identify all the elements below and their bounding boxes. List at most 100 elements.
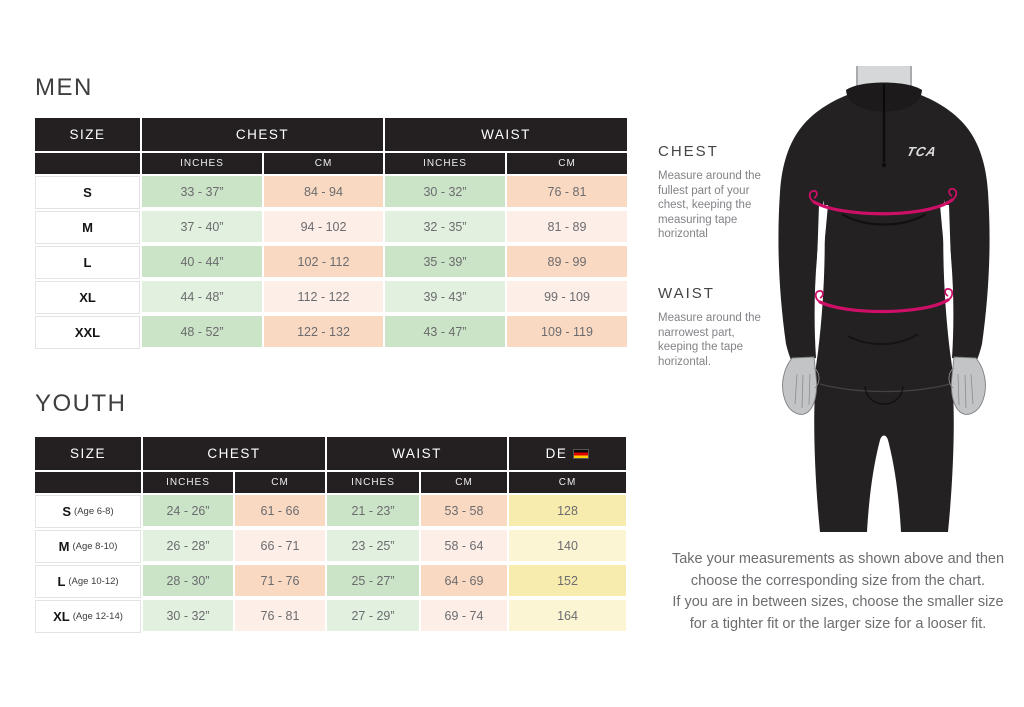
- youth-row-waist-cm: 69 - 74: [421, 600, 507, 631]
- youth-size-letter: M: [58, 539, 70, 554]
- men-row-chest-inches: 40 - 44”: [142, 246, 262, 277]
- men-header-chest: CHEST: [142, 118, 383, 151]
- youth-row-waist-inches: 21 - 23”: [327, 495, 419, 526]
- youth-row-size: S (Age 6-8): [35, 495, 141, 528]
- youth-subheader-waist-cm: CM: [421, 472, 507, 493]
- youth-row-chest-inches: 28 - 30”: [143, 565, 233, 596]
- men-size-table: SIZE CHEST WAIST INCHES CM INCHES CM S 3…: [35, 118, 627, 349]
- men-row-chest-cm: 94 - 102: [264, 211, 383, 242]
- youth-row-chest-inches: 30 - 32”: [143, 600, 233, 631]
- youth-size-table: SIZE CHEST WAIST DE INCHES CM INCHES CM …: [35, 437, 626, 633]
- men-section-heading: MEN: [35, 74, 93, 101]
- youth-size-letter: S: [62, 504, 72, 519]
- german-flag-icon: [573, 448, 590, 459]
- youth-row-de-cm: 152: [509, 565, 626, 596]
- note-line: If you are in between sizes, choose the …: [672, 594, 1004, 610]
- men-row-size: L: [35, 246, 140, 279]
- men-row-waist-inches: 32 - 35”: [385, 211, 505, 242]
- men-row-waist-cm: 99 - 109: [507, 281, 627, 312]
- svg-text:TCA: TCA: [905, 144, 938, 159]
- men-row-chest-inches: 48 - 52”: [142, 316, 262, 347]
- men-subheader-chest-inches: INCHES: [142, 153, 262, 174]
- youth-header-de: DE: [509, 437, 626, 470]
- note-line: choose the corresponding size from the c…: [690, 572, 986, 589]
- youth-row-chest-cm: 71 - 76: [235, 565, 325, 596]
- chest-guide-text: Measure around the fullest part of your …: [658, 170, 761, 240]
- men-row-waist-inches: 43 - 47”: [385, 316, 505, 347]
- men-row-waist-cm: 109 - 119: [507, 316, 627, 347]
- youth-size-letter: L: [57, 574, 66, 589]
- youth-age-range: (Age 10-12): [68, 576, 119, 587]
- waist-guide-text: Measure around the narrowest part, keepi…: [658, 312, 761, 368]
- waist-guide-title: WAIST: [658, 285, 715, 302]
- men-row-chest-cm: 122 - 132: [264, 316, 383, 347]
- men-row-size: XL: [35, 281, 140, 314]
- arms: [778, 90, 990, 362]
- youth-row-de-cm: 140: [509, 530, 626, 561]
- chest-measure-guide: CHEST Measure around the fullest part of…: [658, 143, 762, 242]
- youth-row-waist-inches: 25 - 27”: [327, 565, 419, 596]
- youth-row-chest-cm: 76 - 81: [235, 600, 325, 631]
- waist-tape-line: [814, 288, 954, 314]
- youth-header-chest: CHEST: [143, 437, 325, 470]
- youth-row-waist-cm: 58 - 64: [421, 530, 507, 561]
- youth-row-size: XL (Age 12-14): [35, 600, 141, 633]
- youth-row-de-cm: 164: [509, 600, 626, 631]
- youth-subheader-chest-cm: CM: [235, 472, 325, 493]
- men-subheader-waist-inches: INCHES: [385, 153, 505, 174]
- youth-row-de-cm: 128: [509, 495, 626, 526]
- men-row-chest-inches: 37 - 40”: [142, 211, 262, 242]
- men-row-chest-inches: 33 - 37”: [142, 176, 262, 207]
- men-row-chest-cm: 84 - 94: [264, 176, 383, 207]
- men-row-size: M: [35, 211, 140, 244]
- youth-subheader-blank: [35, 472, 141, 493]
- chest-guide-title: CHEST: [658, 143, 719, 160]
- hands: [782, 356, 986, 415]
- waist-measure-guide: WAIST Measure around the narrowest part,…: [658, 285, 762, 369]
- youth-row-size: M (Age 8-10): [35, 530, 141, 563]
- youth-age-range: (Age 12-14): [72, 611, 123, 622]
- youth-subheader-waist-inches: INCHES: [327, 472, 419, 493]
- note-line: Take your measurements as shown above an…: [671, 551, 1005, 567]
- note-line: for a tighter fit or the larger size for…: [689, 615, 987, 632]
- men-row-size: S: [35, 176, 140, 209]
- youth-row-chest-cm: 66 - 71: [235, 530, 325, 561]
- men-subheader-blank: [35, 153, 140, 174]
- men-row-waist-inches: 39 - 43”: [385, 281, 505, 312]
- zipper: [881, 84, 887, 168]
- men-row-chest-inches: 44 - 48”: [142, 281, 262, 312]
- youth-header-size: SIZE: [35, 437, 141, 470]
- youth-header-waist: WAIST: [327, 437, 507, 470]
- men-subheader-chest-cm: CM: [264, 153, 383, 174]
- youth-row-waist-cm: 53 - 58: [421, 495, 507, 526]
- de-label: DE: [545, 446, 568, 461]
- men-row-waist-cm: 89 - 99: [507, 246, 627, 277]
- youth-size-letter: XL: [53, 609, 70, 624]
- men-row-chest-cm: 102 - 112: [264, 246, 383, 277]
- youth-section-heading: YOUTH: [35, 390, 127, 417]
- men-row-waist-inches: 30 - 32”: [385, 176, 505, 207]
- youth-row-waist-cm: 64 - 69: [421, 565, 507, 596]
- men-row-size: XXL: [35, 316, 140, 349]
- men-row-waist-cm: 81 - 89: [507, 211, 627, 242]
- youth-row-waist-inches: 23 - 25”: [327, 530, 419, 561]
- youth-age-range: (Age 6-8): [74, 506, 114, 517]
- chest-tape-line: [808, 188, 958, 216]
- men-subheader-waist-cm: CM: [507, 153, 627, 174]
- male-figure-graphic: TCA: [778, 66, 990, 532]
- body-measurement-illustration: TCA: [762, 52, 1022, 532]
- men-row-chest-cm: 112 - 122: [264, 281, 383, 312]
- youth-age-range: (Age 8-10): [72, 541, 118, 552]
- men-row-waist-inches: 35 - 39”: [385, 246, 505, 277]
- youth-row-chest-cm: 61 - 66: [235, 495, 325, 526]
- youth-row-chest-inches: 26 - 28”: [143, 530, 233, 561]
- men-row-waist-cm: 76 - 81: [507, 176, 627, 207]
- men-header-waist: WAIST: [385, 118, 627, 151]
- shirt-hem: [819, 383, 951, 393]
- youth-subheader-de-cm: CM: [509, 472, 626, 493]
- tca-logo: TCA: [905, 144, 938, 159]
- youth-row-size: L (Age 10-12): [35, 565, 141, 598]
- youth-row-chest-inches: 24 - 26”: [143, 495, 233, 526]
- youth-subheader-chest-inches: INCHES: [143, 472, 233, 493]
